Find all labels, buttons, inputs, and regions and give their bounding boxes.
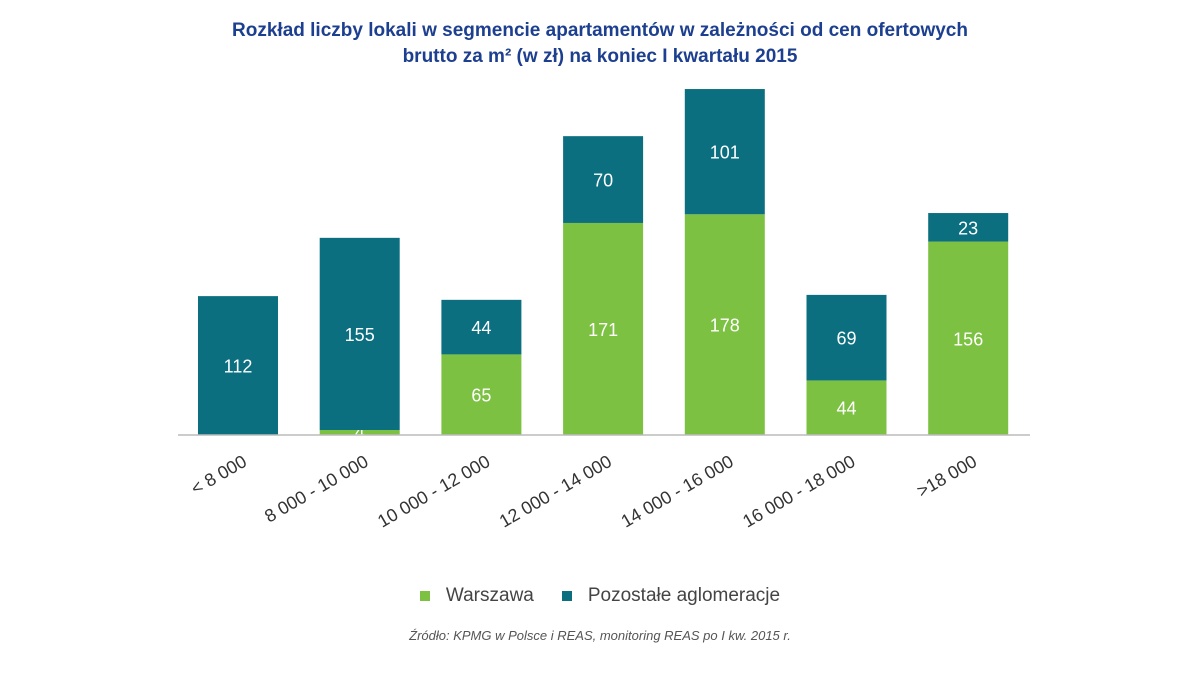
bar-pozostale <box>806 294 887 381</box>
legend-swatch-warszawa <box>419 591 430 601</box>
x-tick-label: 8 000 - 10 000 <box>261 451 372 526</box>
bar-pozostale <box>198 296 278 435</box>
legend: Warszawa Pozostałe aglomeracje <box>0 585 1200 607</box>
bar-warszawa <box>563 222 644 435</box>
x-tick-label: < 8 000 <box>188 451 250 499</box>
bar-pozostale <box>684 89 765 215</box>
data-label: 23 <box>958 218 978 238</box>
chart-title-line-2: brutto za m² (w zł) na koniec I kwartału… <box>402 46 798 67</box>
bar-warszawa <box>684 214 765 435</box>
data-label: 69 <box>836 329 856 349</box>
data-label: 44 <box>471 318 491 338</box>
data-label: 178 <box>710 316 740 336</box>
legend-label-warszawa: Warszawa <box>445 585 534 606</box>
bar-pozostale <box>441 299 522 355</box>
bar-warszawa <box>806 380 887 435</box>
source-note: Źródło: KPMG w Polsce i REAS, monitoring… <box>409 628 791 643</box>
chart-title-line-1: Rozkład liczby lokali w segmencie aparta… <box>232 20 968 41</box>
bar-warszawa <box>319 430 400 435</box>
data-label: 44 <box>836 399 856 419</box>
x-tick-label: 14 000 - 16 000 <box>618 451 737 531</box>
data-label: 70 <box>593 171 613 191</box>
data-label: 4 <box>355 423 365 443</box>
data-label: 156 <box>953 329 983 349</box>
bar-warszawa <box>441 354 522 435</box>
data-label: 112 <box>224 357 253 377</box>
legend-label-pozostale: Pozostałe aglomeracje <box>587 585 781 606</box>
stacked-bar-chart: 112 < 8 000 4 155 8 000 - 10 000 65 44 10 000 -… <box>178 89 1030 532</box>
data-label: 65 <box>471 386 491 406</box>
x-tick-label: 16 000 - 18 000 <box>739 451 858 531</box>
data-label: 155 <box>345 325 375 345</box>
data-label: 171 <box>588 320 618 340</box>
bar-pozostale <box>319 237 400 431</box>
data-label: 101 <box>710 143 740 163</box>
x-tick-label: 12 000 - 14 000 <box>496 451 615 531</box>
x-tick-label: 10 000 - 12 000 <box>374 451 493 531</box>
legend-item-pozostale: Pozostałe aglomeracje <box>561 585 781 607</box>
legend-swatch-pozostale <box>561 591 572 601</box>
x-tick-label: >18 000 <box>913 451 980 501</box>
legend-item-warszawa: Warszawa <box>419 585 534 607</box>
bar-pozostale <box>928 213 1009 242</box>
bar-pozostale <box>563 136 644 223</box>
bar-warszawa <box>928 241 1009 435</box>
chart-title: Rozkład liczby lokali w segmencie aparta… <box>0 18 1200 70</box>
